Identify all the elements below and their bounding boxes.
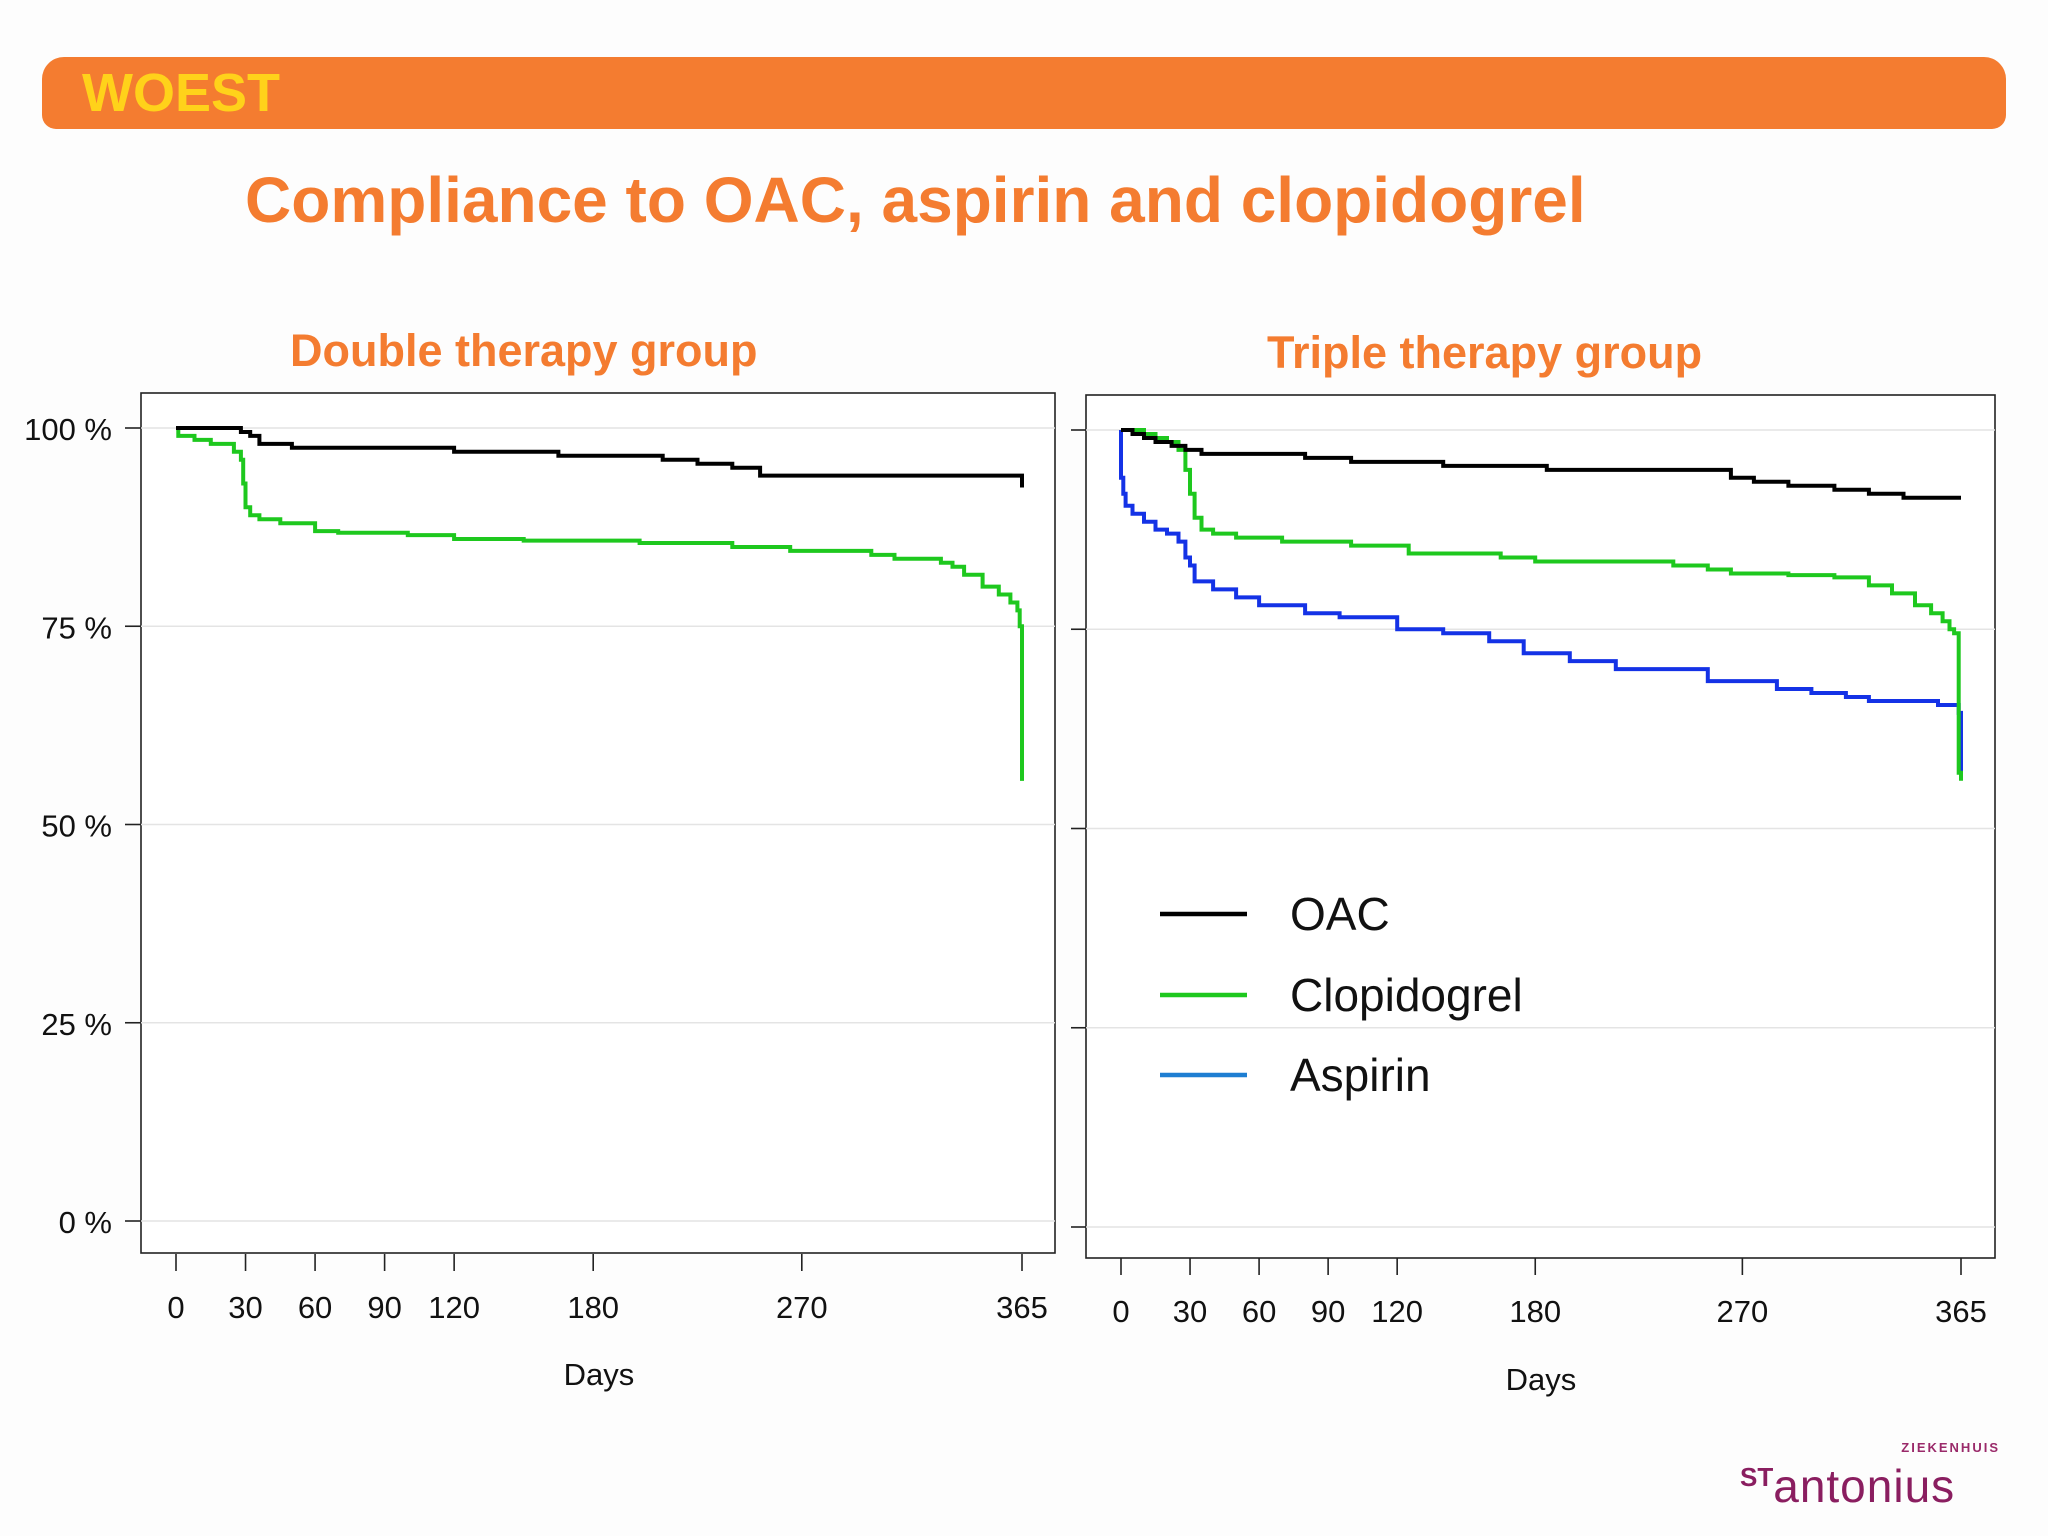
double-x-tick-label: 270 [776,1290,828,1325]
double-plot-frame [140,392,1056,1254]
triple-series-oac [1121,428,1961,500]
triple-x-tick-label: 60 [1242,1294,1276,1329]
triple-x-tick-label: 365 [1935,1294,1987,1329]
legend-label-aspirin: Aspirin [1290,1049,1431,1101]
double-therapy-title: Double therapy group [290,325,758,376]
double-x-tick-label: 60 [298,1290,332,1325]
double-y-tick-label: 100 % [24,412,112,447]
double-x-axis-label: Days [564,1357,635,1392]
double-y-tick-label: 0 % [59,1205,112,1240]
double-x-tick-label: 90 [367,1290,401,1325]
triple-x-tick-label: 0 [1112,1294,1129,1329]
legend-label-clopidogrel: Clopidogrel [1290,969,1523,1021]
double-y-tick-label: 75 % [41,610,112,645]
triple-plot-frame [1085,394,1996,1259]
triple-x-tick-label: 30 [1173,1294,1207,1329]
triple-x-tick-label: 180 [1509,1294,1561,1329]
triple-x-tick-label: 270 [1717,1294,1769,1329]
triple-x-tick-label: 90 [1311,1294,1345,1329]
double-y-tick-label: 50 % [41,809,112,844]
triple-series-aspirin [1119,430,1963,777]
double-x-tick-label: 180 [567,1290,619,1325]
double-x-tick-label: 365 [996,1290,1048,1325]
double-series-clopidogrel [176,426,1024,781]
banner-label: WOEST [82,63,280,123]
slide-title: Compliance to OAC, aspirin and clopidogr… [245,164,1586,236]
logo-small-text: ZIEKENHUIS [1901,1440,2000,1455]
double-x-tick-label: 120 [428,1290,480,1325]
double-y-tick-label: 25 % [41,1007,112,1042]
logo-name: antonius [1773,1460,1956,1512]
legend-label-oac: OAC [1290,888,1390,940]
triple-therapy-title: Triple therapy group [1267,327,1703,378]
header-banner: WOEST [42,57,2006,129]
logo-st: ST [1740,1462,1774,1492]
triple-x-tick-label: 120 [1371,1294,1423,1329]
double-x-tick-label: 30 [228,1290,262,1325]
st-antonius-logo: ZIEKENHUIS STantonius [1740,1440,2012,1510]
triple-x-axis-label: Days [1506,1362,1577,1397]
double-x-tick-label: 0 [167,1290,184,1325]
double-series-oac [176,426,1024,488]
